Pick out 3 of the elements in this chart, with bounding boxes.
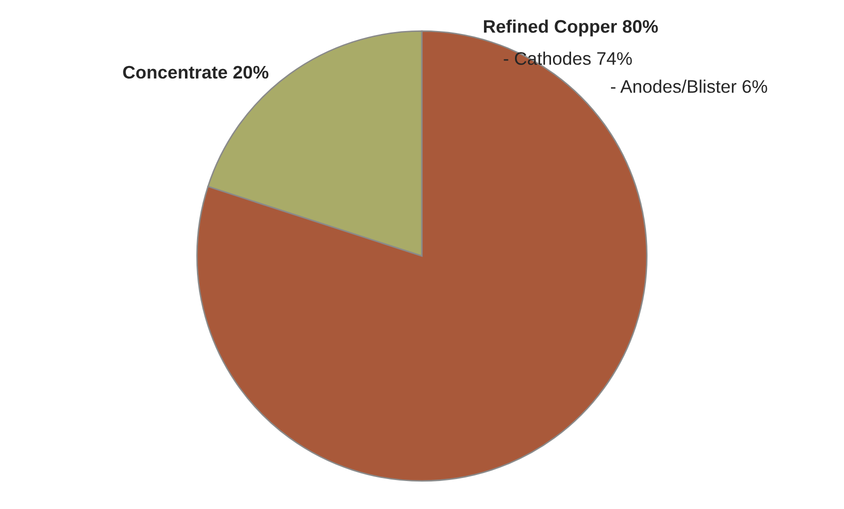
slice-label: Refined Copper 80% xyxy=(484,20,658,36)
slice-label: Concentrate 20% xyxy=(123,66,268,79)
text: - Anodes/Blister 6% xyxy=(611,80,768,93)
